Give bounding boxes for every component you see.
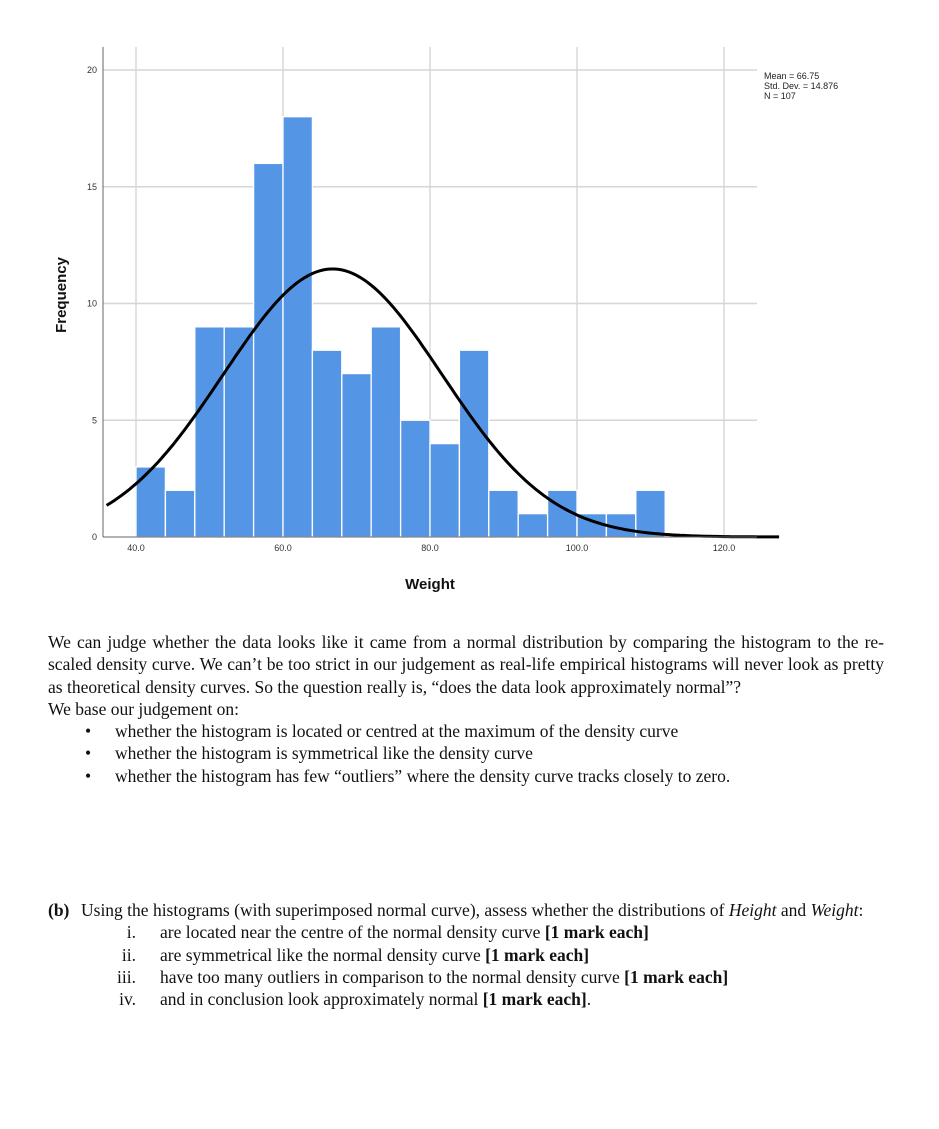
item-text: and in conclusion look approximately nor… — [160, 989, 483, 1010]
question-item: iv. and in conclusion look approximately … — [48, 988, 884, 1010]
item-number: i. — [126, 922, 136, 943]
histogram-bars — [135, 116, 666, 538]
item-mark: [1 mark each] — [624, 966, 729, 987]
stem-colon: : — [858, 900, 864, 920]
histogram-bar — [635, 489, 666, 538]
y-axis-title: Frequency — [53, 256, 70, 333]
question-item: iii. have too many outliers in comparison… — [48, 966, 884, 988]
item-tail: . — [586, 989, 592, 1010]
question-b-stem: (b) Using the histograms (with superimpos… — [48, 899, 884, 921]
question-item: ii. are symmetrical like the normal densi… — [48, 944, 884, 966]
histogram-bar — [488, 489, 519, 538]
stats-line: Mean = 66.75 — [764, 71, 819, 81]
y-tick-label: 0 — [92, 532, 97, 542]
intro-paragraph: We can judge whether the data looks like… — [48, 632, 884, 697]
bullet-item: whether the histogram is located or cent… — [48, 720, 884, 743]
x-tick-label: 100.0 — [566, 543, 589, 553]
histogram-bar — [429, 442, 461, 538]
histogram-bar — [311, 349, 343, 538]
histogram-bar — [458, 349, 490, 538]
y-tick-label: 15 — [87, 182, 97, 192]
histogram-bar — [282, 116, 314, 538]
question-b-items: i. are located near the centre of the nor… — [48, 921, 884, 1010]
histogram-bar — [223, 326, 255, 538]
judgement-bullets: whether the histogram is located or cent… — [48, 720, 884, 787]
stats-line: Std. Dev. = 14.876 — [764, 81, 838, 91]
item-mark: [1 mark each] — [544, 922, 649, 943]
y-tick-label: 5 — [92, 415, 97, 425]
y-tick-label: 20 — [87, 65, 97, 75]
histogram-bar — [341, 372, 372, 538]
intro-section: We can judge whether the data looks like… — [48, 631, 884, 787]
x-axis-title: Weight — [405, 576, 455, 593]
bullet-item: whether the histogram is symmetrical lik… — [48, 742, 884, 765]
tick-labels: 0 5 10 15 20 40.0 60.0 80.0 100.0 120.0 — [87, 65, 735, 553]
x-tick-label: 40.0 — [127, 543, 145, 553]
item-number: ii. — [121, 944, 136, 965]
histogram-bar — [517, 513, 549, 538]
question-label: (b) — [48, 900, 70, 920]
histogram-bar — [135, 466, 167, 538]
axes — [102, 47, 757, 538]
histogram-bar — [164, 489, 196, 538]
y-tick-label: 10 — [87, 299, 97, 309]
var-height: Height — [728, 900, 777, 920]
item-number: iii. — [117, 966, 136, 987]
x-tick-label: 60.0 — [274, 543, 292, 553]
item-number: iv. — [119, 989, 136, 1010]
item-text: are located near the centre of the norma… — [160, 922, 545, 943]
item-mark: [1 mark each] — [485, 944, 590, 965]
stem-and: and — [776, 900, 811, 920]
item-mark: [1 mark each] — [482, 989, 587, 1010]
histogram-bar — [399, 419, 431, 538]
histogram-bar — [370, 326, 402, 538]
item-text: are symmetrical like the normal density … — [160, 944, 486, 965]
histogram-bar — [194, 326, 225, 538]
stats-line: N = 107 — [764, 91, 796, 101]
weight-histogram-chart: 0 5 10 15 20 40.0 60.0 80.0 100.0 120.0 Frequency… — [53, 47, 838, 593]
histogram-bar — [252, 162, 284, 538]
var-weight: Weight — [810, 900, 859, 920]
item-text: have too many outliers in comparison to … — [160, 966, 625, 987]
question-item: i. are located near the centre of the nor… — [48, 921, 884, 943]
normal-curve — [105, 267, 780, 539]
x-tick-label: 80.0 — [421, 543, 439, 553]
question-b: (b) Using the histograms (with superimpos… — [48, 899, 884, 1010]
intro-lead: We base our judgement on: — [48, 698, 240, 719]
bullet-item: whether the histogram has few “outliers”… — [48, 765, 884, 788]
stem-text: Using the histograms (with superimposed … — [81, 900, 729, 920]
x-tick-label: 120.0 — [713, 543, 736, 553]
